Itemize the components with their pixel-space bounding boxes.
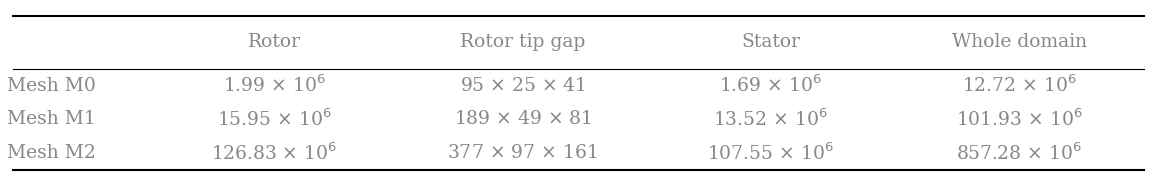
Text: 1.99 $\times$ 10$^{6}$: 1.99 $\times$ 10$^{6}$: [223, 75, 326, 96]
Text: 857.28 $\times$ 10$^{6}$: 857.28 $\times$ 10$^{6}$: [956, 142, 1082, 164]
Text: Rotor tip gap: Rotor tip gap: [460, 33, 585, 51]
Text: 107.55 $\times$ 10$^{6}$: 107.55 $\times$ 10$^{6}$: [707, 142, 834, 164]
Text: 13.52 $\times$ 10$^{6}$: 13.52 $\times$ 10$^{6}$: [714, 109, 828, 130]
Text: Rotor: Rotor: [248, 33, 301, 51]
Text: 12.72 $\times$ 10$^{6}$: 12.72 $\times$ 10$^{6}$: [961, 75, 1076, 96]
Text: Whole domain: Whole domain: [951, 33, 1086, 51]
Text: 95 $\times$ 25 $\times$ 41: 95 $\times$ 25 $\times$ 41: [459, 76, 585, 94]
Text: 15.95 $\times$ 10$^{6}$: 15.95 $\times$ 10$^{6}$: [218, 109, 332, 130]
Text: 126.83 $\times$ 10$^{6}$: 126.83 $\times$ 10$^{6}$: [212, 142, 338, 164]
Text: 377 $\times$ 97 $\times$ 161: 377 $\times$ 97 $\times$ 161: [448, 144, 598, 162]
Text: Mesh M2: Mesh M2: [7, 144, 96, 162]
Text: 189 $\times$ 49 $\times$ 81: 189 $\times$ 49 $\times$ 81: [454, 110, 591, 128]
Text: Mesh M1: Mesh M1: [7, 110, 96, 128]
Text: Mesh M0: Mesh M0: [7, 76, 96, 94]
Text: 1.69 $\times$ 10$^{6}$: 1.69 $\times$ 10$^{6}$: [720, 75, 823, 96]
Text: Stator: Stator: [742, 33, 801, 51]
Text: 101.93 $\times$ 10$^{6}$: 101.93 $\times$ 10$^{6}$: [956, 109, 1083, 130]
